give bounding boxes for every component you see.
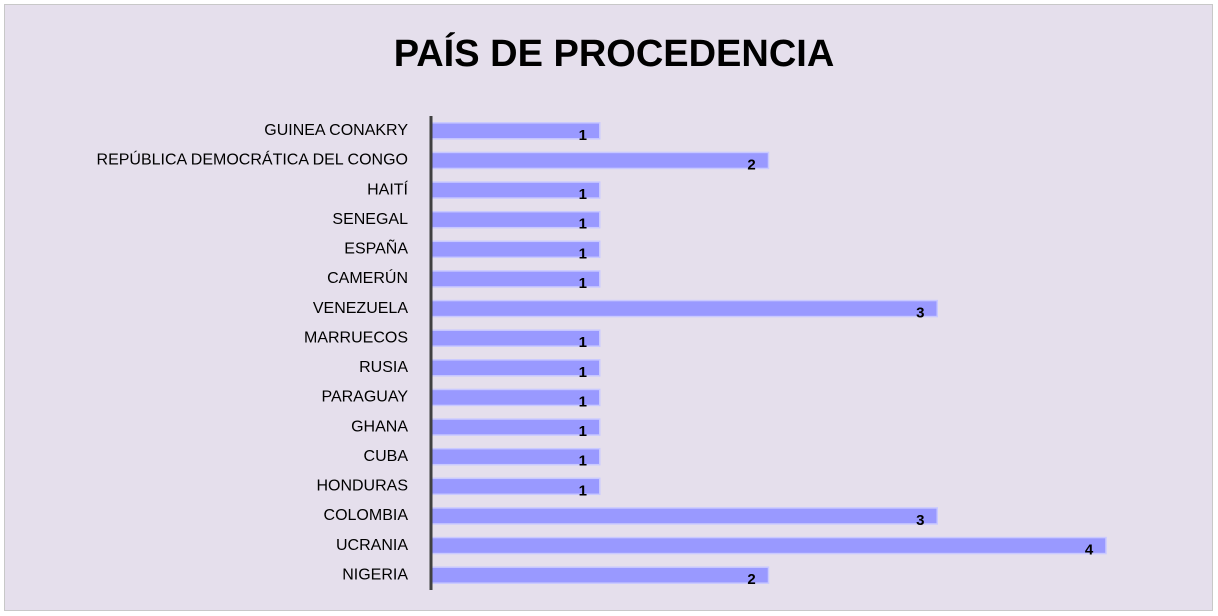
y-tick-label: MARRUECOS [304,329,408,346]
bar [430,270,601,288]
y-tick-label: REPÚBLICA DEMOCRÁTICA DEL CONGO [97,150,408,169]
y-tick-label: NIGERIA [342,566,408,583]
data-label: 2 [747,156,755,173]
data-label: 3 [916,512,924,529]
bar [430,210,601,229]
data-label: 1 [579,275,587,292]
bar [430,151,770,170]
bar [430,240,601,259]
bar [430,329,601,347]
data-label: 1 [579,423,587,440]
bar [430,418,601,436]
bar [430,566,770,584]
bar [430,388,601,407]
data-label: 1 [579,393,587,410]
data-label: 4 [1085,542,1094,559]
y-tick-label: VENEZUELA [313,300,408,317]
y-tick-label: SENEGAL [332,211,408,228]
data-label: 1 [579,364,587,381]
bar [430,536,1107,555]
bar [430,122,601,140]
data-label: 1 [579,334,587,351]
chart-title: PAÍS DE PROCEDENCIA [394,31,835,75]
bar [430,359,601,377]
y-tick-label: GUINEA CONAKRY [264,122,408,139]
y-tick-label: GHANA [351,418,408,435]
bar [430,447,601,466]
data-label: 3 [916,305,924,322]
data-label: 2 [747,571,755,588]
data-label: 1 [579,453,587,470]
y-tick-label: HAITÍ [367,179,408,198]
y-tick-label: UCRANIA [336,537,408,554]
y-tick-label: COLOMBIA [324,507,409,524]
data-label: 1 [579,245,587,262]
data-label: 1 [579,482,587,499]
y-tick-label: CAMERÚN [327,268,408,287]
bar [430,299,938,318]
y-tick-label: PARAGUAY [321,389,408,406]
y-tick-label: RUSIA [359,359,408,376]
bar [430,507,938,525]
data-label: 1 [579,127,587,144]
bar [430,181,601,199]
bar [430,477,601,496]
data-label: 1 [579,216,587,233]
data-label: 1 [579,186,587,203]
y-tick-label: HONDURAS [316,478,408,495]
y-tick-label: CUBA [364,448,409,465]
y-tick-label: ESPAÑA [344,238,408,258]
